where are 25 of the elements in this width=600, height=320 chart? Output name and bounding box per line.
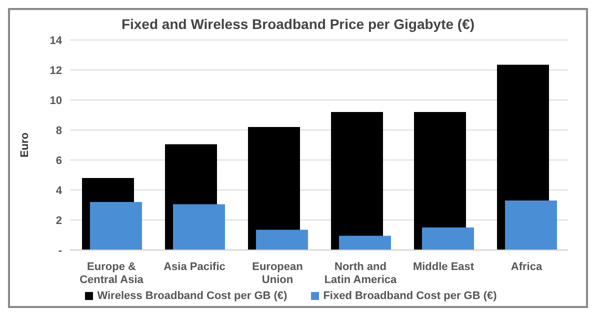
x-tick-label: Middle East bbox=[412, 261, 474, 273]
legend-label: Fixed Broadband Cost per GB (€) bbox=[322, 290, 497, 302]
bar bbox=[422, 228, 474, 250]
x-tick-label: European Union bbox=[252, 261, 304, 286]
bar bbox=[256, 230, 308, 250]
y-tick-label: 14 bbox=[50, 34, 63, 47]
x-tick-label: Asia Pacific bbox=[164, 261, 226, 273]
y-tick-label: 2 bbox=[56, 214, 62, 227]
bar bbox=[339, 236, 391, 250]
x-tick-label: Africa bbox=[510, 261, 543, 273]
y-tick-label: 10 bbox=[50, 94, 62, 107]
x-tick-label: Europe & Central Asia bbox=[80, 261, 144, 286]
bar bbox=[505, 200, 557, 250]
bar bbox=[331, 112, 383, 250]
y-tick-label: - bbox=[58, 244, 62, 257]
y-tick-label: 12 bbox=[50, 64, 62, 77]
bar bbox=[173, 204, 225, 250]
chart-title: Fixed and Wireless Broadband Price per Gigabyte (€) bbox=[120, 15, 476, 32]
bar bbox=[90, 202, 142, 250]
y-axis-title: Euro bbox=[18, 132, 31, 158]
y-tick-label: 4 bbox=[56, 184, 63, 197]
legend-label: Wireless Broadband Cost per GB (€) bbox=[96, 290, 288, 302]
y-tick-label: 6 bbox=[56, 154, 62, 167]
y-tick-label: 8 bbox=[56, 124, 62, 137]
x-tick-label: North and Latin America bbox=[324, 261, 398, 286]
